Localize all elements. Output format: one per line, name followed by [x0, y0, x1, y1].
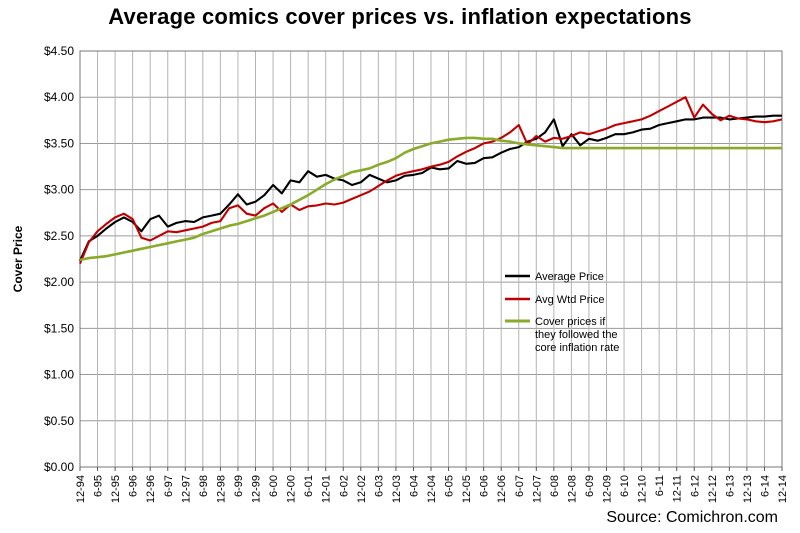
x-tick-label: 6-08: [549, 475, 561, 497]
x-tick-label: 6-02: [338, 475, 350, 497]
x-tick-label: 6-96: [128, 475, 140, 497]
x-tick-label: 12-94: [75, 475, 87, 503]
x-tick-label: 6-97: [163, 475, 175, 497]
y-tick-label: $3.50: [44, 136, 74, 150]
legend-label: Cover prices if: [535, 316, 606, 328]
y-tick-label: $3.00: [44, 183, 74, 197]
x-tick-label: 12-12: [707, 475, 719, 503]
chart-title: Average comics cover prices vs. inflatio…: [108, 4, 692, 29]
x-tick-label: 12-98: [215, 475, 227, 503]
x-tick-label: 6-00: [268, 475, 280, 497]
series-line-2: [79, 96, 783, 265]
y-tick-label: $1.50: [44, 321, 74, 335]
x-tick-label: 6-13: [724, 475, 736, 497]
y-axis-label: Cover Price: [11, 225, 25, 292]
legend-label: Avg Wtd Price: [535, 294, 605, 306]
x-tick-label: 6-98: [198, 475, 210, 497]
y-tick-label: $2.00: [44, 275, 74, 289]
x-tick-label: 12-10: [637, 475, 649, 503]
y-tick-label: $0.00: [44, 460, 74, 474]
x-tick-label: 12-97: [180, 475, 192, 503]
x-tick-label: 12-05: [461, 475, 473, 503]
x-tick-label: 6-07: [514, 475, 526, 497]
x-tick-label: 6-12: [689, 475, 701, 497]
x-tick-label: 12-02: [356, 475, 368, 503]
x-tick-label: 12-11: [672, 475, 684, 502]
x-tick-label: 12-99: [251, 475, 263, 503]
x-tick-label: 6-99: [233, 475, 245, 497]
x-tick-label: 6-10: [619, 475, 631, 497]
x-tick-label: 6-03: [373, 475, 385, 497]
x-tick-label: 12-08: [566, 475, 578, 503]
y-axis: $0.00 $0.50 $1.00 $1.50 $2.00 $2.50 $3.00 $3.50…: [44, 44, 74, 474]
x-tick-label: 12-06: [496, 475, 508, 503]
x-tick-label: 12-14: [777, 475, 789, 503]
x-tick-label: 6-04: [408, 475, 420, 497]
x-tick-label: 12-07: [531, 475, 543, 503]
legend-label: core inflation rate: [535, 342, 619, 354]
y-tick-label: $1.00: [44, 368, 74, 382]
y-tick-label: $4.00: [44, 90, 74, 104]
x-tick-label: 6-11: [654, 475, 666, 496]
y-tick-label: $0.50: [44, 414, 74, 428]
legend-label: Average Price: [535, 271, 604, 283]
y-tick-label: $2.50: [44, 229, 74, 243]
x-tick-label: 12-04: [426, 475, 438, 503]
x-tick-label: 6-05: [444, 475, 456, 497]
x-tick-label: 12-03: [391, 475, 403, 503]
legend: Average Price Avg Wtd Price Cover prices i…: [505, 271, 619, 354]
series-line-3: [79, 136, 782, 262]
grid: [79, 50, 783, 468]
x-tick-label: 6-95: [93, 475, 105, 497]
x-tick-label: 6-09: [584, 475, 596, 497]
x-tick-label: 12-95: [110, 475, 122, 503]
x-tick-label: 12-96: [145, 475, 157, 503]
x-tick-label: 12-09: [602, 475, 614, 503]
x-tick-label: 12-01: [321, 475, 333, 503]
x-tick-label: 6-14: [759, 475, 771, 497]
series-layer: [79, 96, 783, 265]
x-tick-label: 12-13: [742, 475, 754, 503]
legend-label: they followed the: [535, 329, 618, 341]
x-axis: 12-94 6-95 12-95 6-96 12-96 6-97 12-97 6-98 12-9…: [75, 467, 789, 503]
source-credit: Source: Comichron.com: [606, 509, 778, 526]
x-tick-label: 12-00: [286, 475, 298, 503]
x-tick-label: 6-01: [303, 475, 315, 497]
x-tick-label: 6-06: [479, 475, 491, 497]
y-tick-label: $4.50: [44, 44, 74, 58]
